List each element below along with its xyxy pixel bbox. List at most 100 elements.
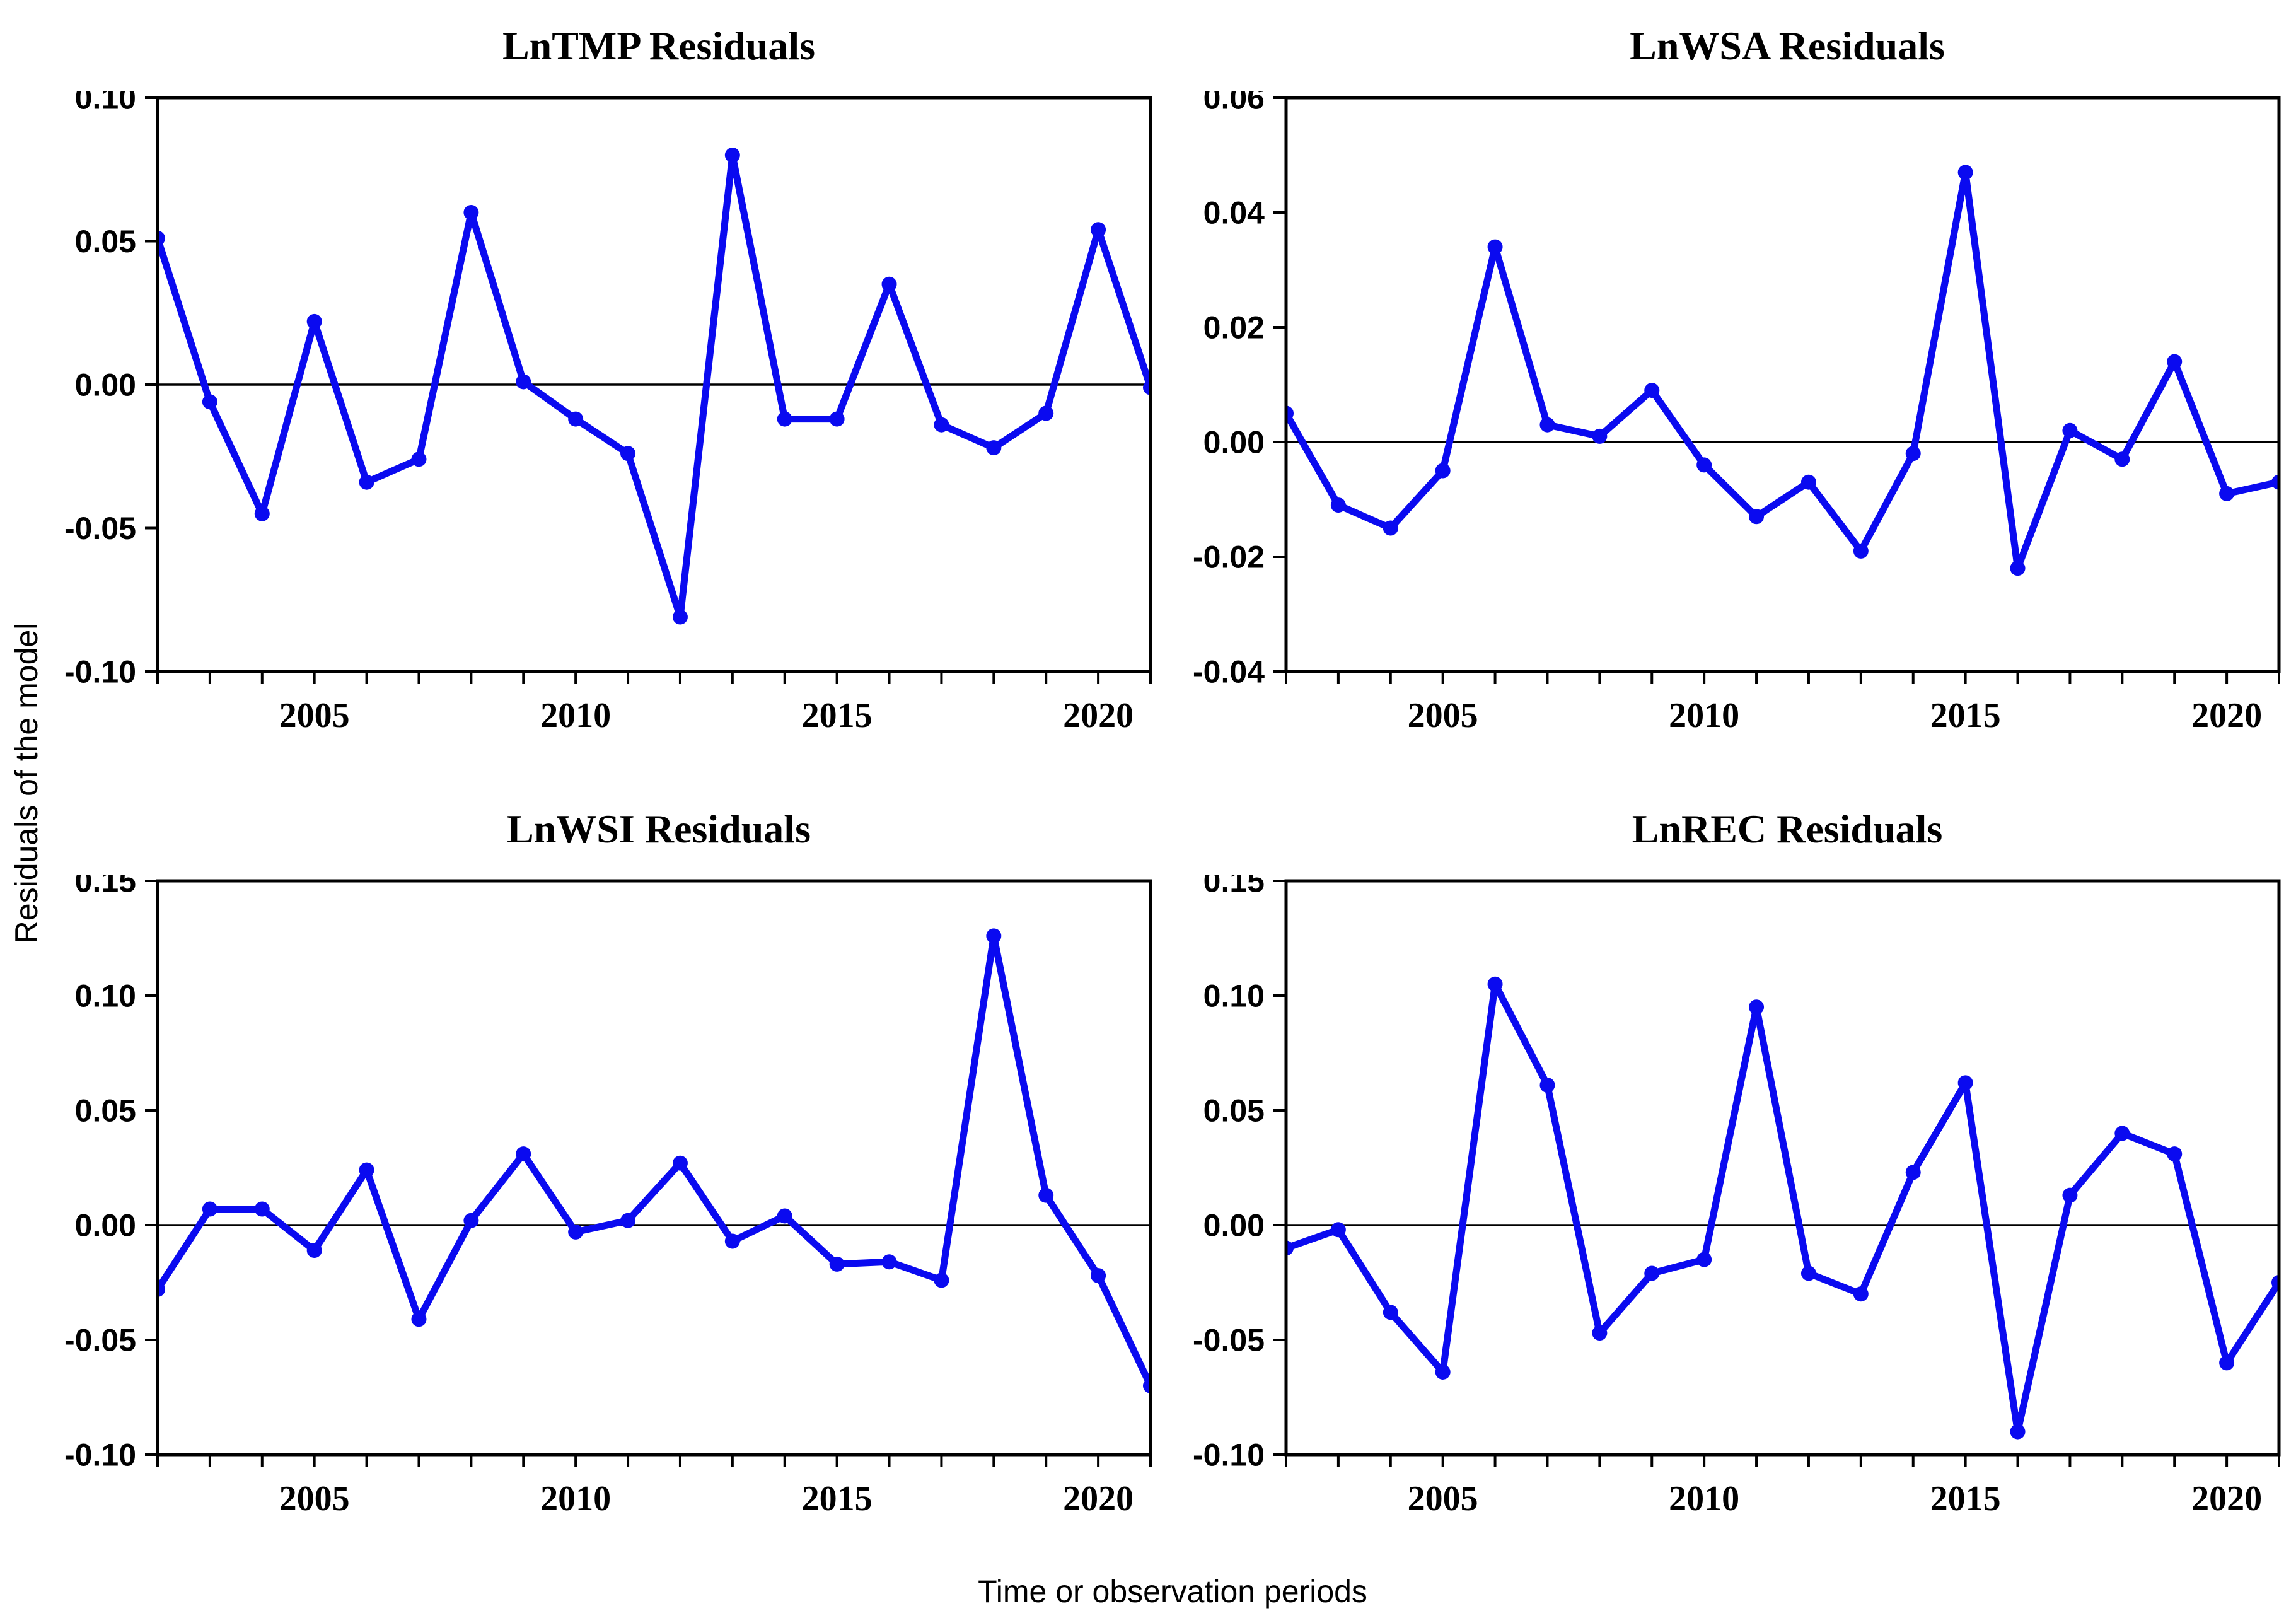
y-tick-label: -0.10: [64, 654, 136, 690]
series-marker: [934, 1272, 949, 1288]
chart-title-lnwsi: LnWSI Residuals: [507, 806, 811, 851]
series-marker: [1286, 405, 1294, 421]
x-tick-label: 2020: [1063, 1479, 1134, 1518]
series-marker: [1091, 1268, 1106, 1284]
series-marker: [1330, 497, 1346, 513]
series-marker: [1853, 543, 1869, 559]
series-marker: [724, 1233, 740, 1249]
series-marker: [568, 411, 584, 427]
plot-lntmp: 0.10 0.05 0.00 -0.05 -0.10 2005 2010 2015 2020: [64, 91, 1152, 735]
x-tick-label: 2020: [2191, 1479, 2262, 1518]
series-marker: [1143, 1378, 1151, 1393]
series-marker: [620, 1213, 636, 1228]
y-tick-label: 0.04: [1203, 195, 1265, 231]
series-marker: [1539, 417, 1555, 433]
y-tick-label: 0.10: [75, 979, 136, 1014]
residual-series: [1286, 165, 2279, 576]
plot-box: [156, 879, 1152, 1457]
plot-lnwsi: 0.15 0.10 0.05 0.00 -0.05 -0.10 2005 2010 2015 20…: [64, 875, 1152, 1518]
series-marker: [158, 1281, 165, 1297]
series-marker: [881, 1254, 897, 1270]
series-marker: [881, 276, 897, 292]
y-tick-label: 0.05: [75, 224, 136, 259]
series-marker: [2114, 451, 2130, 467]
y-tick-label: 0.15: [75, 875, 136, 899]
plot-box: [156, 96, 1152, 673]
x-tick-label: 2005: [1408, 1479, 1478, 1518]
y-tick-label: 0.00: [75, 1208, 136, 1243]
series-marker: [411, 1312, 427, 1327]
series-marker: [2219, 486, 2235, 501]
residual-series: [158, 928, 1151, 1393]
series-marker: [516, 374, 531, 390]
series-marker: [829, 411, 845, 427]
series-marker: [1644, 1265, 1660, 1281]
chart-title-lnrec: LnREC Residuals: [1632, 806, 1943, 851]
y-tick-label: 0.00: [1203, 1208, 1265, 1243]
y-tick-label: 0.05: [1203, 1093, 1265, 1129]
y-axis-label: Residuals of the model: [9, 622, 44, 944]
series-marker: [1905, 1165, 1921, 1180]
x-tick-label: 2020: [2191, 696, 2262, 735]
chart-lnrec-residuals: LnREC Residuals 0.15 0.10 0.05 0.00 -0.05 -0.…: [1185, 783, 2288, 1566]
series-marker: [1592, 428, 1608, 444]
series-marker: [1487, 239, 1503, 255]
series-marker: [1696, 457, 1712, 473]
series-marker: [2219, 1355, 2235, 1371]
series-marker: [1749, 509, 1765, 525]
chart-lntmp-residuals: LnTMP Residuals 0.10 0.05 0.00 -0.05 -0.10 20…: [57, 0, 1160, 783]
series-marker: [1286, 1240, 1294, 1256]
series-marker: [516, 1146, 531, 1162]
series-marker: [1957, 1075, 1973, 1091]
x-tick-label: 2020: [1063, 696, 1134, 735]
y-tick-label: 0.02: [1203, 310, 1265, 346]
series-marker: [2271, 474, 2279, 490]
series-line: [158, 151, 1151, 621]
series-marker: [463, 1213, 479, 1228]
chart-lnwsi-residuals: LnWSI Residuals 0.15 0.10 0.05 0.00 -0.05 -0.…: [57, 783, 1160, 1566]
x-tick-label: 2015: [802, 696, 873, 735]
x-tick-label: 2015: [1930, 1479, 2001, 1518]
series-marker: [568, 1224, 584, 1240]
x-tick-label: 2010: [540, 696, 611, 735]
series-marker: [1592, 1325, 1608, 1341]
y-tick-label: 0.00: [1203, 425, 1265, 460]
x-tick-label: 2015: [1930, 696, 2001, 735]
series-marker: [2167, 1146, 2183, 1162]
series-marker: [2062, 422, 2078, 438]
series-marker: [777, 1208, 792, 1224]
series-marker: [1038, 405, 1054, 421]
x-tick-label: 2010: [1669, 696, 1739, 735]
series-marker: [1435, 1364, 1451, 1380]
series-marker: [724, 148, 740, 163]
series-marker: [359, 474, 374, 490]
chart-title-lntmp: LnTMP Residuals: [502, 23, 816, 68]
plot-lnwsa: 0.06 0.04 0.02 0.00 -0.02 -0.04 2005 2010 2015 20…: [1193, 91, 2281, 735]
x-tick-label: 2010: [1669, 1479, 1739, 1518]
series-marker: [777, 411, 792, 427]
series-marker: [829, 1256, 845, 1272]
series-marker: [359, 1162, 374, 1178]
series-marker: [934, 417, 949, 433]
y-tick-label: 0.05: [75, 1093, 136, 1129]
series-marker: [202, 1201, 217, 1217]
y-tick-label: 0.10: [75, 91, 136, 116]
chart-lnwsa-residuals: LnWSA Residuals 0.06 0.04 0.02 0.00 -0.02 -0.…: [1185, 0, 2288, 783]
series-marker: [2271, 1275, 2279, 1290]
series-marker: [1696, 1252, 1712, 1267]
y-tick-label: 0.06: [1203, 91, 1265, 116]
series-marker: [1749, 999, 1765, 1015]
x-tick-label: 2005: [279, 1479, 350, 1518]
series-marker: [1435, 463, 1451, 479]
series-line: [158, 932, 1151, 1390]
series-marker: [1957, 165, 1973, 180]
series-marker: [620, 446, 636, 462]
series-marker: [1330, 1222, 1346, 1238]
series-marker: [158, 230, 165, 246]
y-tick-label: -0.04: [1193, 654, 1265, 690]
series-marker: [2010, 1424, 2026, 1440]
series-marker: [463, 205, 479, 220]
plot-box: [1284, 879, 2281, 1457]
plot-box: [1284, 96, 2281, 673]
